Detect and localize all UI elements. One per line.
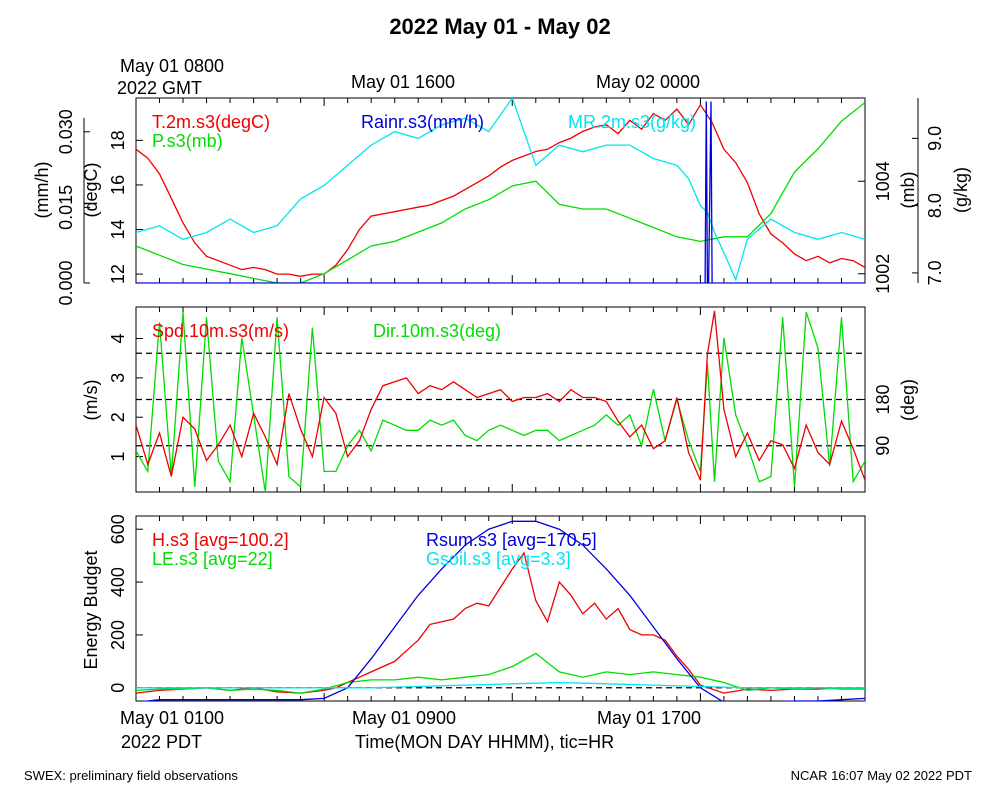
y-tick-label-temp: 16 [108,175,128,195]
y-tick-label-rain: 0.000 [56,260,76,305]
y-tick-label-speed: 2 [108,412,128,422]
bottom-time-left-date: May 01 0100 [120,708,225,728]
plot-frame [135,515,866,702]
legend-le: LE.s3 [avg=22] [152,549,273,569]
series-line-p-s3-mb [136,102,865,283]
y-axis-label-dir: (deg) [898,379,918,421]
y-tick-label-rain: 0.030 [56,109,76,154]
series-line-rainr-s3-mm-h [136,101,865,283]
panel-wind: 1 2 3 4 (m/s) 90 180 (deg) Spd.10m.s3(m/s) Dir.10… [81,306,918,493]
y-tick-label-energy: 200 [108,620,128,650]
y-tick-label-mr: 7.0 [925,260,945,285]
series-line-h-s3-avg-100-2 [136,551,865,694]
y-tick-label-temp: 12 [108,264,128,284]
y-tick-label-pressure: 1004 [873,161,893,201]
legend-pressure: P.s3(mb) [152,131,223,151]
series-line-spd-10m-s3-m-s [136,310,865,481]
y-tick-label-temp: 14 [108,219,128,239]
legend-gsoil: Gsoil.s3 [avg=3.3] [426,549,571,569]
chart-title: 2022 May 01 - May 02 [389,14,611,39]
y-tick-label-speed: 4 [108,333,128,343]
series-line-t-2m-s3-degc [136,103,865,277]
series-line-dir-10m-s3-deg [136,311,865,492]
legend-rsum: Rsum.s3 [avg=170.5] [426,530,597,550]
footer-left: SWEX: preliminary field observations [24,768,238,783]
y-axis-label-mr: (g/kg) [951,167,971,213]
y-axis-label-energy: Energy Budget [81,550,101,669]
bottom-time-left-zone: 2022 PDT [121,732,203,752]
legend-mr: MR.2m.s3(g/kg) [568,112,696,132]
series-line-le-s3-avg-22 [136,652,865,694]
legend-h: H.s3 [avg=100.2] [152,530,289,550]
top-time-left-date: May 01 0800 [120,56,225,76]
y-tick-label-temp: 18 [108,130,128,150]
panel-thermo: 0.000 0.015 0.030(mm/h) 12 14 16 18 (degC) 1002 1… [32,97,971,306]
y-axis-label-pressure: (mb) [898,172,918,209]
y-tick-label-mr: 9.0 [925,126,945,151]
top-time-left-zone: 2022 GMT [117,78,203,98]
y-tick-label-rain: 0.015 [56,185,76,230]
series-line-gsoil-s3-avg-3-3 [136,681,865,689]
y-tick-label-dir: 180 [873,384,893,414]
y-tick-label-dir: 90 [873,436,893,456]
y-axis-label-temp: (degC) [81,162,101,217]
y-tick-label-speed: 3 [108,373,128,383]
footer-right: NCAR 16:07 May 02 2022 PDT [790,768,972,783]
legend-dir: Dir.10m.s3(deg) [373,321,501,341]
y-tick-label-speed: 1 [108,452,128,462]
series-line-mr-2m-s3-g-kg [136,98,865,282]
legend-speed: Spd.10m.s3(m/s) [152,321,289,341]
legend-temp: T.2m.s3(degC) [152,112,270,132]
y-tick-label-energy: 400 [108,567,128,597]
top-time-right: May 02 0000 [596,72,701,92]
bottom-time-mid: May 01 0900 [352,708,457,728]
y-tick-label-energy: 0 [108,683,128,693]
legend-rain: Rainr.s3(mm/h) [361,112,484,132]
y-axis-label-rain: (mm/h) [32,162,52,219]
panel-energy: 0 200 400 600 Energy Budget H.s3 [avg=100.2]L… [81,514,866,702]
series-line-rsum-s3-avg-170-5 [141,520,865,701]
y-axis-label-speed: (m/s) [81,380,101,421]
x-axis-label: Time(MON DAY HHMM), tic=HR [355,732,615,752]
y-tick-label-pressure: 1002 [873,254,893,294]
y-tick-label-energy: 600 [108,514,128,544]
y-tick-label-mr: 8.0 [925,193,945,218]
top-time-mid: May 01 1600 [351,72,456,92]
bottom-time-right: May 01 1700 [597,708,702,728]
